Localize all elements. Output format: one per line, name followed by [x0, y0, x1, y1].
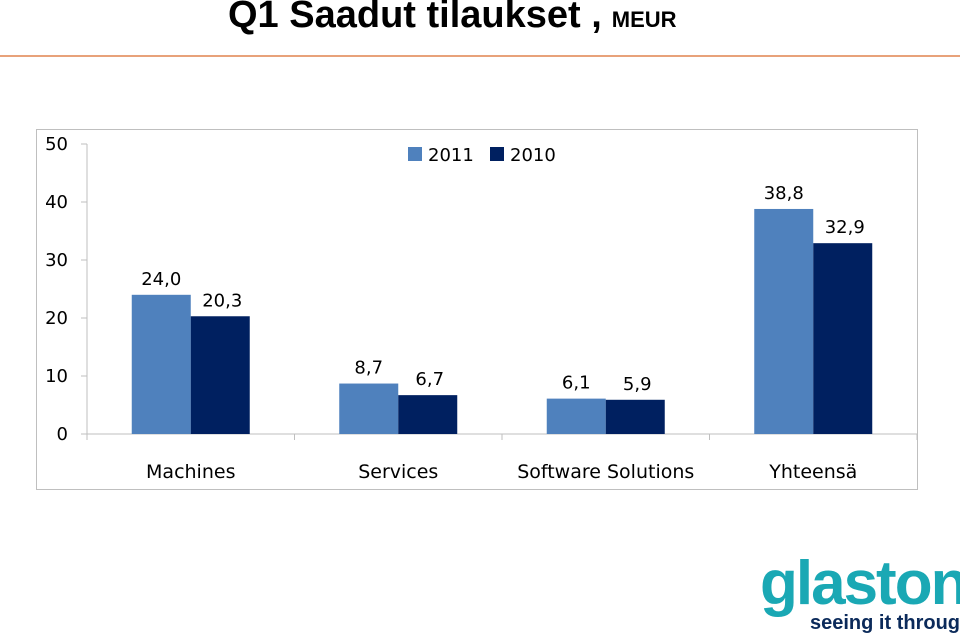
data-label: 6,7 [415, 369, 444, 390]
legend-label: 2010 [510, 145, 556, 166]
bar-2010 [398, 395, 458, 434]
bar-2011 [339, 383, 399, 434]
data-label: 24,0 [141, 269, 181, 290]
data-label: 20,3 [202, 290, 242, 311]
legend-swatch-2010 [490, 147, 504, 161]
glaston-logo: glaston seeing it through [760, 549, 960, 641]
data-label: 32,9 [825, 217, 865, 238]
data-label: 6,1 [562, 373, 591, 394]
slide-title: Q1 Saadut tilaukset , MEUR [228, 0, 677, 37]
y-tick-label: 10 [45, 366, 68, 387]
bar-2010 [605, 399, 665, 434]
y-tick-label: 40 [45, 192, 68, 213]
chart-frame [36, 129, 918, 490]
data-label: 38,8 [764, 183, 804, 204]
bar-2010 [813, 243, 873, 434]
bar-2011 [754, 208, 814, 434]
slide-title-unit: MEUR [611, 7, 677, 32]
category-label: Machines [146, 461, 235, 483]
y-tick-label: 30 [45, 250, 68, 271]
logo-wordmark: glaston [760, 549, 960, 618]
category-label: Services [358, 461, 438, 483]
category-label: Yhteensä [768, 461, 857, 483]
y-tick-label: 20 [45, 308, 68, 329]
bar-2011 [131, 294, 191, 434]
y-tick-label: 0 [57, 424, 68, 445]
logo-tagline: seeing it through [810, 612, 960, 634]
bar-2010 [190, 316, 250, 434]
slide-title-text: Q1 Saadut tilaukset , [228, 0, 602, 36]
title-divider [0, 55, 960, 57]
data-label: 5,9 [623, 374, 652, 395]
bar-2011 [546, 398, 606, 434]
legend-label: 2011 [428, 145, 474, 166]
legend-swatch-2011 [408, 147, 422, 161]
data-label: 8,7 [354, 358, 383, 379]
category-label: Software Solutions [517, 461, 694, 483]
y-tick-label: 50 [45, 134, 68, 155]
